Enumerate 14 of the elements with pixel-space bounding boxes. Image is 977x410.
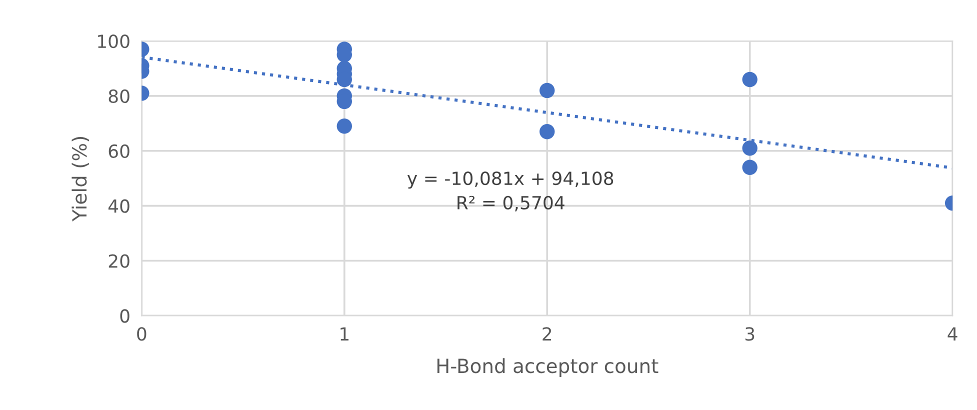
y-tick-label: 80: [108, 89, 130, 104]
y-tick-label: 40: [108, 199, 130, 213]
x-tick-label: 1: [340, 327, 348, 341]
x-axis-title: H-Bond acceptor count: [437, 358, 658, 377]
x-tick-label: 4: [948, 327, 958, 341]
y-axis-title: Yield (%): [72, 136, 90, 222]
x-tick-label: 2: [542, 327, 552, 341]
y-tick-label: 60: [108, 144, 130, 158]
y-tick-label: 0: [120, 309, 130, 323]
annotation: y = -10,081x + 94,108 R² = 0,5704: [407, 172, 614, 212]
x-tick-label: 0: [137, 327, 146, 341]
y-tick-label: 100: [98, 34, 130, 48]
y-tick-label: 20: [108, 254, 130, 268]
x-tick-label: 3: [745, 327, 754, 341]
